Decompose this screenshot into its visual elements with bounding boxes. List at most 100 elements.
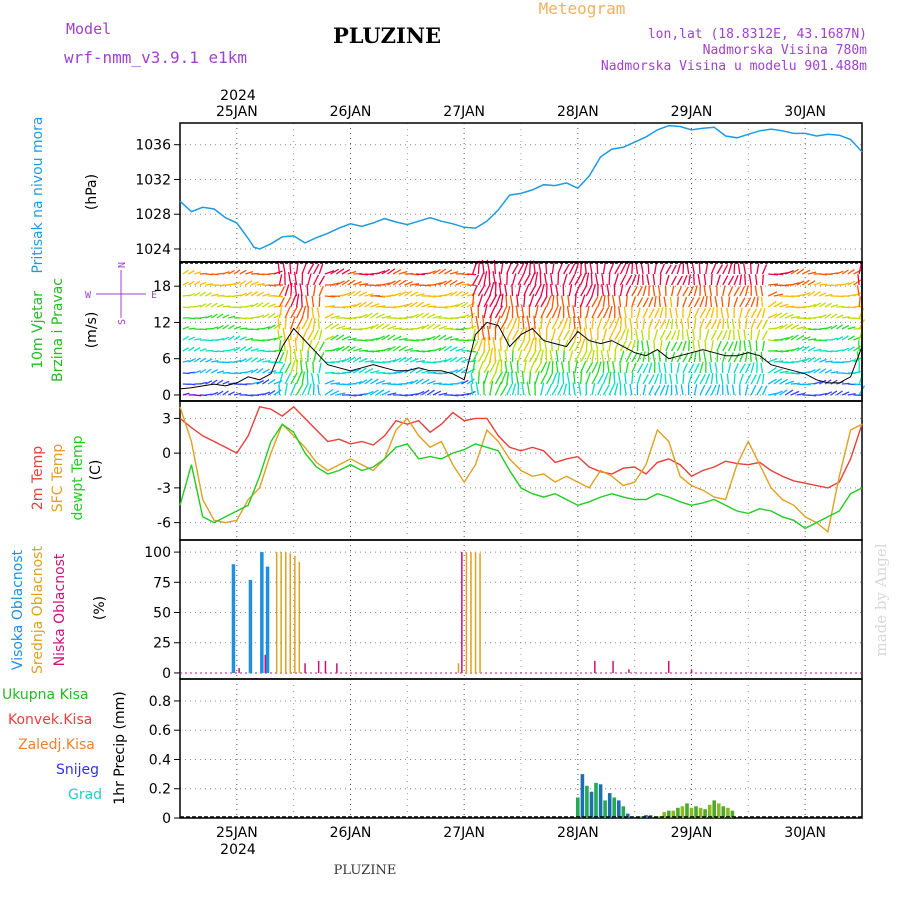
wind-arrow bbox=[538, 327, 542, 341]
wind-arrow bbox=[743, 329, 747, 341]
wind-arrow bbox=[421, 350, 431, 353]
wind-arrow bbox=[761, 307, 766, 319]
wind-arrow bbox=[727, 296, 731, 308]
wind-arrow bbox=[307, 383, 312, 396]
wind-arrow bbox=[475, 315, 480, 330]
wind-arrow bbox=[188, 317, 196, 320]
wind-arrow bbox=[293, 271, 298, 286]
wind-arrow bbox=[262, 302, 270, 308]
wind-arrow bbox=[675, 373, 678, 385]
wind-arrow bbox=[574, 294, 577, 308]
temp-unit: (C) bbox=[88, 460, 104, 481]
wind-arrow bbox=[640, 329, 644, 341]
top-day-labels: 25JAN 26JAN 27JAN 28JAN 29JAN 30JAN bbox=[216, 104, 826, 120]
wind-arrow bbox=[585, 284, 593, 297]
wind-arrow bbox=[550, 273, 553, 286]
wind-arrow bbox=[549, 284, 553, 297]
wind-arrow bbox=[245, 346, 253, 352]
wind-arrow bbox=[387, 325, 397, 330]
wind-arrow bbox=[631, 362, 637, 374]
wind-arrow bbox=[708, 285, 713, 297]
wind-arrow bbox=[449, 304, 459, 308]
wind-arrow bbox=[652, 284, 656, 297]
wind-arrow bbox=[767, 291, 778, 297]
wind-arrow bbox=[733, 352, 740, 363]
wind-arrow bbox=[461, 379, 469, 385]
wind-arrow bbox=[489, 294, 498, 308]
wind-arrow bbox=[807, 356, 816, 363]
wind-arrow bbox=[534, 283, 542, 297]
wind-arrow bbox=[182, 372, 190, 375]
wind-arrow bbox=[847, 280, 856, 286]
wind-arrow bbox=[318, 263, 324, 275]
wind-arrow bbox=[853, 345, 862, 352]
wind-arrow bbox=[658, 351, 661, 363]
wind-arrow bbox=[364, 273, 374, 276]
wind-arrow bbox=[449, 356, 458, 363]
wind-arrow bbox=[602, 384, 610, 396]
cloud-bar-low_cloud bbox=[461, 552, 463, 673]
wind-arrow bbox=[511, 383, 517, 396]
wind-arrow bbox=[625, 351, 632, 363]
wind-arrow bbox=[210, 302, 218, 308]
wind-arrow bbox=[432, 382, 442, 385]
wind-arrow bbox=[691, 263, 695, 275]
wind-arrow bbox=[813, 348, 822, 352]
wind-arrow bbox=[631, 262, 634, 275]
wind-arrow bbox=[375, 305, 386, 308]
wind-arrow bbox=[182, 392, 190, 396]
wind-arrow bbox=[585, 272, 590, 286]
wind-arrow bbox=[543, 272, 548, 286]
wind-arrow bbox=[273, 305, 283, 308]
cloud-unit: (%) bbox=[92, 596, 108, 620]
wind-arrow bbox=[278, 351, 285, 363]
wind-arrow bbox=[801, 345, 810, 352]
wind-arrow bbox=[659, 373, 663, 385]
wind-arrow bbox=[341, 269, 351, 275]
cloud-bar-low_cloud bbox=[628, 669, 630, 673]
wind-arrow bbox=[830, 379, 838, 385]
wind-arrow bbox=[239, 280, 247, 286]
compass-west: W bbox=[85, 290, 92, 301]
wind-arrow bbox=[364, 390, 374, 396]
wind-arrow bbox=[568, 340, 576, 352]
wind-arrow bbox=[438, 306, 448, 309]
wind-arrow bbox=[511, 273, 517, 286]
wind-arrow bbox=[853, 317, 863, 320]
wind-arrow bbox=[680, 318, 684, 330]
wind-arrow bbox=[790, 268, 799, 275]
wind-arrow bbox=[409, 357, 419, 363]
y-tick-label: 12 bbox=[153, 315, 171, 331]
wind-ylabel-2: Brzina i Pravac bbox=[50, 278, 66, 382]
wind-arrow bbox=[427, 270, 436, 275]
wind-arrow bbox=[444, 292, 453, 297]
wind-arrow bbox=[785, 380, 795, 385]
wind-arrow bbox=[669, 307, 673, 319]
wind-arrow bbox=[341, 335, 351, 341]
wind-arrow bbox=[560, 295, 565, 308]
wind-arrow bbox=[210, 369, 218, 374]
wind-arrow bbox=[540, 283, 545, 297]
wind-arrow bbox=[847, 326, 856, 330]
wind-arrow bbox=[347, 290, 356, 297]
wind-arrow bbox=[819, 368, 827, 374]
wind-arrow bbox=[555, 284, 559, 297]
wind-arrow bbox=[324, 313, 335, 319]
wind-arrow bbox=[494, 305, 504, 319]
wind-arrow bbox=[591, 372, 599, 385]
wind-arrow bbox=[642, 363, 649, 374]
wind-arrow bbox=[284, 306, 291, 319]
wind-arrow bbox=[404, 356, 413, 363]
wind-arrow bbox=[211, 326, 219, 330]
wind-arrow bbox=[557, 339, 561, 352]
wind-arrow bbox=[256, 314, 265, 319]
wind-arrow bbox=[682, 373, 685, 385]
wind-arrow bbox=[663, 362, 667, 374]
wind-arrow bbox=[722, 275, 729, 286]
wind-arrow bbox=[318, 329, 323, 341]
wind-arrow bbox=[312, 284, 316, 297]
wind-arrow bbox=[802, 269, 811, 275]
wind-arrow bbox=[426, 380, 436, 385]
wind-arrow bbox=[688, 286, 694, 297]
wind-arrow bbox=[756, 385, 763, 396]
